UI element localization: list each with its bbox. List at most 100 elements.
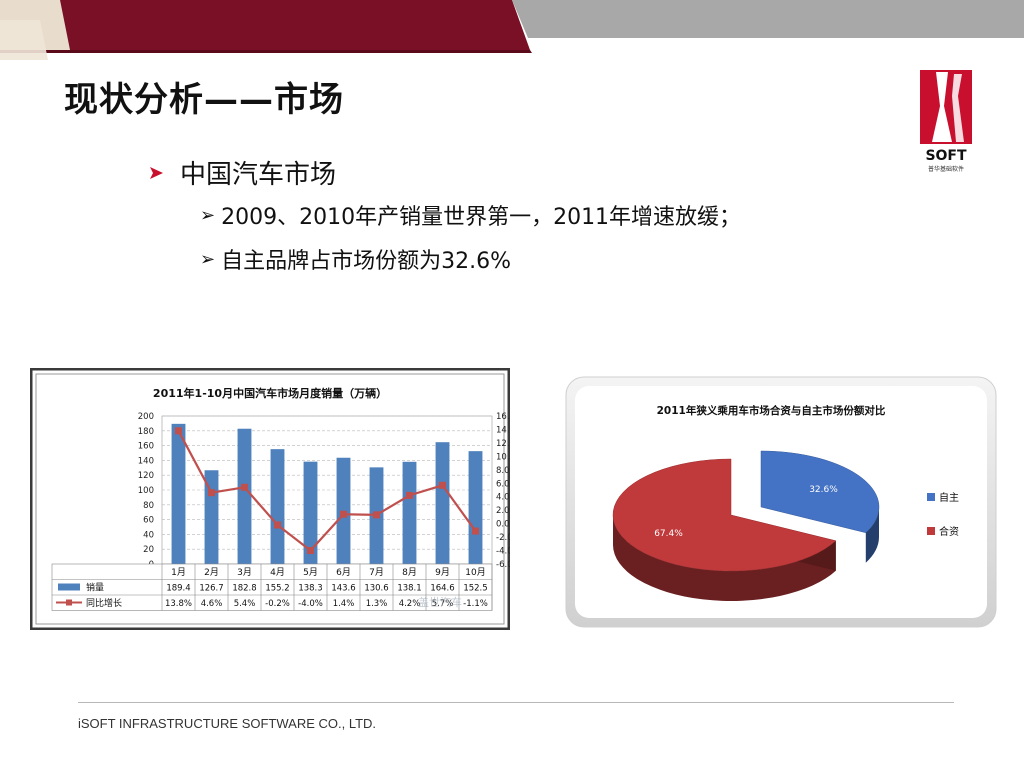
x-tick-label: 8月 bbox=[402, 567, 417, 578]
y-right-tick-label: 8.0% bbox=[496, 466, 510, 476]
y-left-tick-label: 80 bbox=[143, 501, 154, 511]
chevron-right-icon: ➢ bbox=[200, 248, 216, 270]
y-left-tick-label: 60 bbox=[143, 516, 154, 526]
legend-key bbox=[927, 493, 935, 501]
page-title: 现状分析——市场 bbox=[64, 80, 344, 120]
pie-slice-side bbox=[613, 515, 836, 601]
growth-value-label: -0.2% bbox=[265, 599, 290, 609]
growth-point bbox=[406, 491, 413, 499]
bar-value-label: 130.6 bbox=[364, 584, 388, 594]
logo-text: SOFT bbox=[925, 148, 967, 164]
y-left-tick-label: 200 bbox=[138, 412, 154, 422]
bar bbox=[402, 461, 417, 564]
x-tick-label: 3月 bbox=[237, 567, 252, 578]
footer-text: iSOFT INFRASTRUCTURE SOFTWARE CO., LTD. bbox=[78, 716, 377, 731]
y-left-tick-label: 140 bbox=[138, 456, 154, 466]
growth-point bbox=[340, 510, 347, 518]
bullet-item: 中国汽车市场 bbox=[148, 154, 336, 191]
footer-divider bbox=[78, 702, 954, 703]
growth-value-label: 13.8% bbox=[165, 599, 192, 609]
legend-label-growth: 同比增长 bbox=[86, 597, 122, 609]
y-right-tick-label: -6.0% bbox=[496, 560, 510, 570]
pie-slice bbox=[612, 458, 837, 572]
data-table bbox=[51, 563, 493, 611]
growth-value-label: 4.6% bbox=[201, 599, 223, 609]
growth-point bbox=[373, 511, 380, 519]
legend-key bbox=[927, 527, 935, 535]
bar bbox=[468, 451, 483, 564]
bar bbox=[435, 442, 450, 564]
chevron-right-icon: ➢ bbox=[200, 204, 216, 226]
growth-point bbox=[439, 481, 446, 489]
bar-value-label: 152.5 bbox=[463, 584, 487, 594]
growth-point bbox=[175, 427, 182, 435]
x-tick-label: 6月 bbox=[336, 567, 351, 578]
x-tick-label: 9月 bbox=[435, 567, 450, 578]
growth-value-label: 5.7% bbox=[432, 599, 454, 609]
bar-value-label: 182.8 bbox=[232, 584, 256, 594]
y-left-tick-label: 160 bbox=[138, 442, 154, 452]
sub-point-text: 2009、2010年产销量世界第一，2011年增速放缓； bbox=[221, 205, 742, 230]
x-tick-label: 10月 bbox=[465, 567, 485, 578]
legend-label: 自主 bbox=[939, 491, 959, 504]
bar-value-label: 138.1 bbox=[397, 584, 421, 594]
growth-point bbox=[472, 527, 479, 535]
y-right-tick-label: 12.0% bbox=[496, 439, 510, 449]
bullet-text: 中国汽车市场 bbox=[180, 160, 337, 190]
y-right-tick-label: -4.0% bbox=[496, 547, 510, 557]
pie-slice-label: 67.4% bbox=[654, 529, 683, 539]
y-right-tick-label: 0.0% bbox=[496, 520, 510, 530]
sub-point-text: 自主品牌占市场份额为32.6% bbox=[221, 249, 511, 274]
legend-label: 合资 bbox=[939, 525, 959, 538]
isoft-logo: SOFT 普华基础软件 bbox=[918, 66, 974, 174]
bar bbox=[303, 461, 318, 564]
sub-point: ➢ 自主品牌占市场份额为32.6% bbox=[200, 243, 511, 275]
pie-slice-label: 32.6% bbox=[809, 485, 838, 495]
y-right-tick-label: -2.0% bbox=[496, 533, 510, 543]
growth-value-label: 1.4% bbox=[333, 599, 355, 609]
legend-key-sales bbox=[58, 583, 80, 591]
growth-point bbox=[307, 547, 314, 555]
bar-value-label: 126.7 bbox=[199, 584, 223, 594]
bar-value-label: 143.6 bbox=[331, 584, 355, 594]
growth-value-label: 4.2% bbox=[399, 599, 421, 609]
bar-value-label: 138.3 bbox=[298, 584, 322, 594]
watermark: 盖世汽车 bbox=[418, 595, 462, 609]
y-right-tick-label: 6.0% bbox=[496, 479, 510, 489]
sub-point: ➢ 2009、2010年产销量世界第一，2011年增速放缓； bbox=[200, 199, 741, 231]
x-tick-label: 7月 bbox=[369, 567, 384, 578]
header-banner bbox=[0, 0, 1024, 60]
pie-slice-side bbox=[865, 507, 879, 563]
growth-point bbox=[274, 521, 281, 529]
chart-title: 2011年狭义乘用车市场合资与自主市场份额对比 bbox=[657, 404, 886, 417]
x-tick-label: 1月 bbox=[171, 567, 186, 578]
bar bbox=[270, 449, 285, 564]
bar bbox=[237, 428, 252, 564]
legend-label-sales: 销量 bbox=[86, 582, 104, 594]
y-right-tick-label: 16.0% bbox=[496, 412, 510, 422]
x-tick-label: 5月 bbox=[303, 567, 318, 578]
growth-point bbox=[241, 483, 248, 491]
y-left-tick-label: 40 bbox=[143, 530, 154, 540]
monthly-sales-chart: 2011年1-10月中国汽车市场月度销量（万辆） 200 180 160 140 120… bbox=[30, 368, 510, 630]
growth-value-label: 5.4% bbox=[234, 599, 256, 609]
y-left-tick-label: 100 bbox=[138, 486, 154, 496]
y-right-tick-label: 2.0% bbox=[496, 506, 510, 516]
bullet-arrow-icon bbox=[150, 166, 163, 179]
y-right-tick-label: 10.0% bbox=[496, 452, 510, 462]
logo-subtext: 普华基础软件 bbox=[928, 165, 964, 173]
y-left-tick-label: 20 bbox=[143, 545, 154, 555]
growth-value-label: -4.0% bbox=[298, 599, 323, 609]
y-left-tick-label: 180 bbox=[138, 427, 154, 437]
y-right-tick-label: 14.0% bbox=[496, 425, 510, 435]
bar-value-label: 189.4 bbox=[166, 584, 190, 594]
growth-line bbox=[177, 430, 477, 553]
y-right-tick-label: 4.0% bbox=[496, 493, 510, 503]
growth-value-label: 1.3% bbox=[366, 599, 388, 609]
y-left-tick-label: 120 bbox=[138, 471, 154, 481]
growth-value-label: -1.1% bbox=[463, 599, 488, 609]
legend-key-growth-marker bbox=[66, 599, 72, 606]
x-tick-label: 2月 bbox=[204, 567, 219, 578]
growth-point bbox=[208, 489, 215, 497]
